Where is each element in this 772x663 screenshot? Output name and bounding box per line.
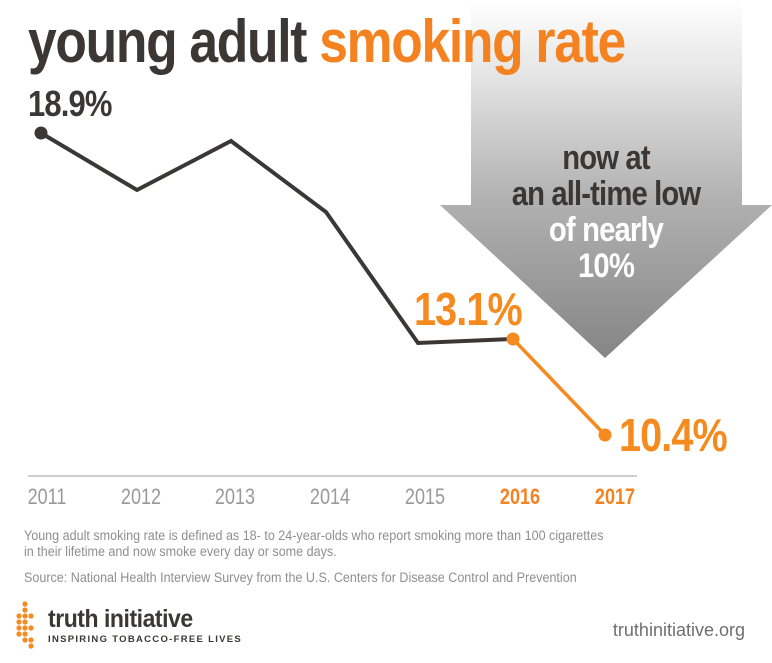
line-series-2011-2016 xyxy=(39,131,514,346)
x-tick-2015: 2015 xyxy=(404,484,446,509)
x-tick-2017: 2017 xyxy=(594,484,636,509)
data-label-2016: 13.1% xyxy=(414,283,523,335)
x-tick-2011: 2011 xyxy=(27,484,67,509)
callout-line-4: 10% xyxy=(578,247,635,285)
data-point-2016 xyxy=(506,332,520,346)
callout-line-3: of nearly xyxy=(548,211,664,249)
x-tick-2013: 2013 xyxy=(214,484,256,509)
source-footnote: Source: National Health Interview Survey… xyxy=(24,570,577,585)
definition-line-2: in their lifetime and now smoke every da… xyxy=(24,544,337,559)
x-tick-2012: 2012 xyxy=(120,484,162,509)
website-link[interactable]: truthinitiative.org xyxy=(612,620,745,640)
definition-footnote: Young adult smoking rate is defined as 1… xyxy=(24,528,603,560)
data-point-2017 xyxy=(598,428,612,442)
title-part-accent: smoking rate xyxy=(319,8,626,75)
data-point-2011 xyxy=(34,126,48,140)
data-label-2017: 10.4% xyxy=(619,409,728,461)
definition-line-1: Young adult smoking rate is defined as 1… xyxy=(24,528,604,543)
callout-line-1: now at xyxy=(562,139,650,177)
data-label-2011: 18.9% xyxy=(28,83,112,124)
truth-initiative-logo-icon xyxy=(16,601,34,649)
line-series-2016-2017 xyxy=(511,337,607,437)
logo-tagline: INSPIRING TOBACCO-FREE LIVES xyxy=(48,634,243,645)
title-part-dark: young adult xyxy=(28,8,307,75)
arrow-callout: now at an all-time low of nearly 10% xyxy=(470,140,742,284)
chart-title: young adult smoking rate xyxy=(28,6,626,78)
logo-wordmark: truth initiative xyxy=(48,605,193,633)
callout-line-2: an all-time low xyxy=(511,175,701,213)
x-tick-2016: 2016 xyxy=(499,484,541,509)
x-tick-2014: 2014 xyxy=(309,484,351,509)
down-arrow-icon xyxy=(440,0,772,358)
